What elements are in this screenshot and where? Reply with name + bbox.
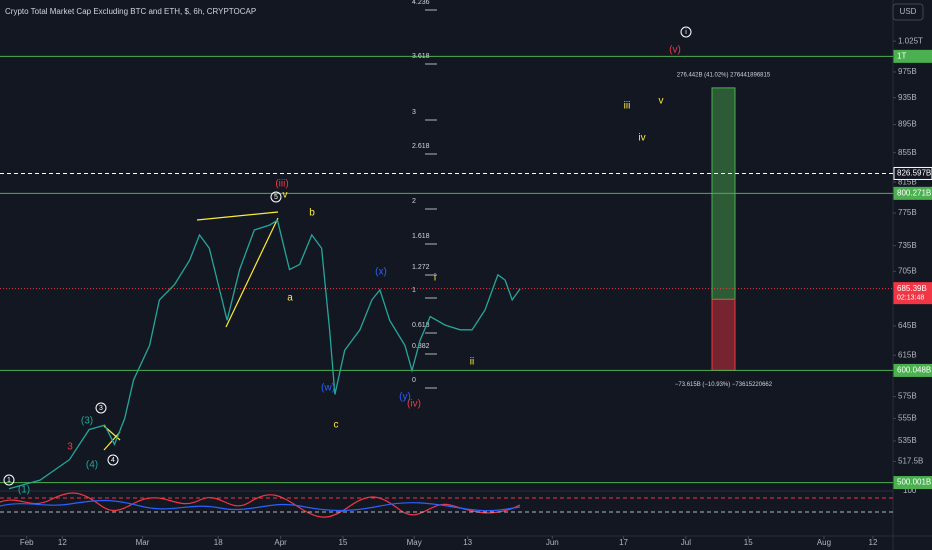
fib-label: 3 bbox=[412, 109, 416, 116]
fib-label: 1.272 bbox=[412, 264, 430, 271]
level-label-box bbox=[893, 363, 932, 377]
x-tick-label: 17 bbox=[619, 538, 628, 547]
y-tick-label: 815B bbox=[898, 177, 917, 186]
y-tick-label: 575B bbox=[898, 392, 917, 401]
wave-label: (v) bbox=[669, 45, 681, 56]
fib-label: 0.618 bbox=[412, 322, 430, 329]
y-tick-label: 645B bbox=[898, 321, 917, 330]
wave-label: 5 bbox=[274, 194, 278, 201]
level-label: 500.001B bbox=[897, 478, 931, 487]
x-tick-label: May bbox=[407, 538, 422, 547]
wave-circle bbox=[680, 26, 692, 38]
x-tick-label: 12 bbox=[58, 538, 67, 547]
wave-label: (y) bbox=[399, 392, 411, 403]
y-tick-label: 975B bbox=[898, 67, 917, 76]
wave-label: (3) bbox=[81, 416, 93, 427]
currency-button[interactable] bbox=[892, 3, 924, 21]
wave-label: iii bbox=[624, 101, 631, 112]
fib-label: 4.236 bbox=[412, 0, 430, 6]
chart-title: Crypto Total Market Cap Excluding BTC an… bbox=[5, 7, 256, 16]
fib-label: 0 bbox=[412, 377, 416, 384]
y-tick-label: 735B bbox=[898, 241, 917, 250]
wave-label: i bbox=[434, 273, 436, 284]
wave-label: i bbox=[685, 29, 687, 36]
wedge-line bbox=[196, 211, 279, 221]
wave-label: (iv) bbox=[407, 399, 421, 410]
wedge-line bbox=[103, 431, 121, 451]
wave-label: 4 bbox=[111, 457, 115, 464]
wave-circle bbox=[107, 454, 119, 466]
wave-label: (x) bbox=[375, 267, 387, 278]
level-label-box bbox=[893, 49, 932, 63]
wave-label: (iii) bbox=[275, 179, 288, 190]
fib-label: 1.618 bbox=[412, 233, 430, 240]
x-tick-label: Feb bbox=[20, 538, 34, 547]
wave-label: 3 bbox=[67, 442, 73, 453]
y-tick-label: 895B bbox=[898, 120, 917, 129]
x-tick-label: Mar bbox=[136, 538, 150, 547]
level-label: 1T bbox=[897, 51, 906, 60]
wave-label: (1) bbox=[18, 485, 30, 496]
fib-label: 3.618 bbox=[412, 53, 430, 60]
wave-label: v bbox=[659, 96, 664, 107]
wave-label: iv bbox=[638, 133, 645, 144]
wave-circle bbox=[95, 402, 107, 414]
level-label-box bbox=[893, 476, 932, 490]
y-tick-label: 517.5B bbox=[898, 457, 923, 466]
wave-label: c bbox=[334, 420, 339, 431]
x-tick-label: 18 bbox=[214, 538, 223, 547]
fib-label: 1 bbox=[412, 287, 416, 294]
level-label: 826.597B bbox=[897, 169, 931, 178]
price-line bbox=[8, 219, 521, 490]
wave-label: (4) bbox=[86, 460, 98, 471]
wave-label: v bbox=[283, 190, 288, 201]
x-tick-label: 15 bbox=[338, 538, 347, 547]
wave-label: b bbox=[309, 208, 315, 219]
oscillator-label: 100 bbox=[903, 486, 917, 495]
oscillator-signal bbox=[0, 499, 521, 512]
wave-label: (w) bbox=[321, 383, 335, 394]
level-label: 600.048B bbox=[897, 366, 931, 375]
fib-label: 0.382 bbox=[412, 343, 430, 350]
wedge-line bbox=[225, 217, 279, 328]
level-label: 685.39B bbox=[897, 284, 927, 293]
x-tick-label: 12 bbox=[869, 538, 878, 547]
x-tick-label: 15 bbox=[744, 538, 753, 547]
level-label-box bbox=[893, 166, 932, 180]
level-label-box bbox=[893, 186, 932, 200]
x-tick-label: 13 bbox=[463, 538, 472, 547]
wave-label: 3 bbox=[99, 405, 103, 412]
y-tick-label: 775B bbox=[898, 208, 917, 217]
y-tick-label: 855B bbox=[898, 148, 917, 157]
fib-label: 2 bbox=[412, 198, 416, 205]
wave-circle bbox=[3, 474, 15, 486]
wave-label: 1 bbox=[7, 477, 11, 484]
y-tick-label: 935B bbox=[898, 93, 917, 102]
fib-label: 2.618 bbox=[412, 143, 430, 150]
x-tick-label: Aug bbox=[817, 538, 831, 547]
y-tick-label: 615B bbox=[898, 350, 917, 359]
oscillator-line bbox=[0, 492, 521, 518]
y-tick-label: 705B bbox=[898, 266, 917, 275]
y-tick-label: 555B bbox=[898, 414, 917, 423]
currency-label[interactable]: USD bbox=[900, 7, 917, 16]
level-label: 800.271B bbox=[897, 188, 931, 197]
countdown: 02:13:48 bbox=[897, 294, 924, 301]
position-target-label: 276.442B (41.02%) 276441896815 bbox=[677, 72, 771, 78]
wave-circle bbox=[270, 191, 282, 203]
x-tick-label: Jul bbox=[681, 538, 691, 547]
wave-label: a bbox=[287, 293, 293, 304]
x-tick-label: Jun bbox=[546, 538, 559, 547]
level-label-box bbox=[893, 282, 932, 305]
y-tick-label: 535B bbox=[898, 436, 917, 445]
y-tick-label: 1.025T bbox=[898, 36, 923, 45]
x-tick-label: Apr bbox=[274, 538, 287, 547]
wave-label: ii bbox=[470, 357, 474, 368]
position-stop-label: −73.615B (−10.93%) −73615220662 bbox=[675, 382, 773, 388]
position-stop bbox=[711, 298, 736, 371]
